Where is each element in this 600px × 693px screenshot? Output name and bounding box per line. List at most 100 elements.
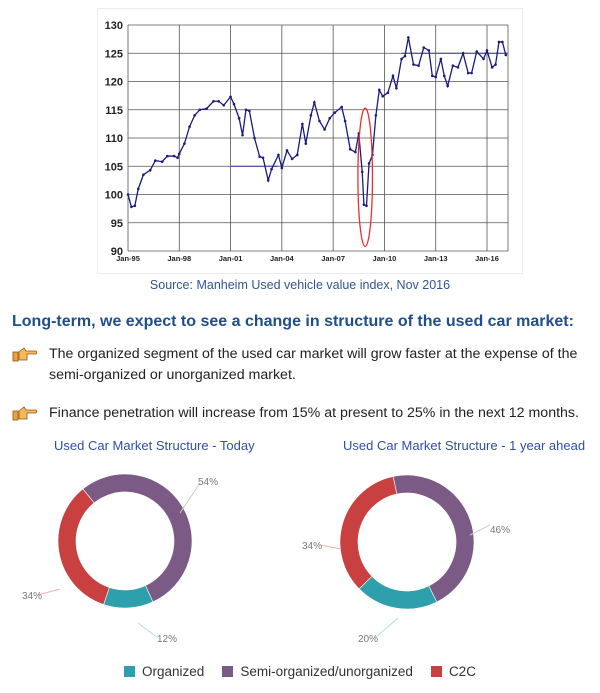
data-point <box>348 148 352 151</box>
data-point <box>205 107 208 110</box>
donut-slice-c2c <box>57 488 110 605</box>
donut-slice-semi-organized-unorganized <box>392 474 475 603</box>
y-tick-label: 125 <box>105 48 123 60</box>
data-point <box>439 57 443 61</box>
data-point <box>290 157 294 161</box>
data-point <box>412 63 415 66</box>
data-point <box>386 91 390 95</box>
data-point <box>430 74 434 78</box>
data-point <box>313 101 316 104</box>
pie-label-organized-ahead: 20% <box>358 634 378 645</box>
data-point <box>504 53 508 57</box>
data-point <box>198 108 202 112</box>
data-point <box>475 50 479 53</box>
index-line <box>127 37 507 208</box>
data-point <box>126 193 130 196</box>
data-point <box>133 204 137 208</box>
data-point <box>244 108 248 112</box>
y-tick-label: 105 <box>105 161 123 173</box>
data-point <box>130 205 133 209</box>
legend-item-c2c: C2C <box>430 664 476 679</box>
donut-charts: 54% 12% 34% 46% 20% 34% <box>22 473 510 645</box>
data-point <box>417 64 420 67</box>
pie-label-semi-ahead: 46% <box>490 525 510 536</box>
donut-slice-c2c <box>339 476 398 590</box>
x-tick-label: Jan-04 <box>270 254 295 263</box>
data-point <box>400 57 403 61</box>
legend-item-organized: Organized <box>124 664 204 679</box>
data-point <box>466 71 470 75</box>
pie-label-c2c-today: 34% <box>22 591 42 602</box>
data-point <box>270 167 273 171</box>
data-point <box>343 119 347 123</box>
y-tick-label: 110 <box>105 133 123 145</box>
data-point <box>434 75 438 79</box>
data-point <box>193 114 196 117</box>
pointing-hand-icon <box>12 347 38 362</box>
data-point <box>295 153 299 157</box>
data-point <box>148 168 152 172</box>
data-point <box>501 40 504 44</box>
data-point <box>237 116 241 120</box>
pie-title-today: Used Car Market Structure - Today <box>54 438 255 453</box>
data-point <box>360 170 364 174</box>
legend-swatch <box>222 666 234 677</box>
data-point <box>285 149 289 152</box>
data-point <box>391 74 395 78</box>
x-tick-label: Jan-98 <box>167 254 191 263</box>
y-tick-label: 120 <box>105 77 123 89</box>
bullet-text: The organized segment of the used car ma… <box>49 346 578 383</box>
x-tick-label: Jan-16 <box>475 254 499 263</box>
data-point <box>172 154 176 158</box>
line-chart: 90 95 100 105 110 115 120 125 130 Jan-95 Jan-98 Jan… <box>105 20 509 263</box>
highlight-ellipse <box>357 107 374 248</box>
data-point <box>142 173 145 177</box>
line-chart-frame <box>97 8 523 274</box>
data-point <box>482 57 485 61</box>
data-point <box>381 94 385 98</box>
data-point <box>261 156 265 160</box>
y-tick-label: 95 <box>111 218 123 230</box>
data-point <box>362 203 366 206</box>
y-tick-label: 115 <box>105 105 123 117</box>
legend-swatch <box>430 666 442 677</box>
pie-label-organized-today: 12% <box>157 634 177 645</box>
data-point <box>367 162 371 165</box>
data-point <box>301 122 304 126</box>
data-point <box>232 102 236 106</box>
donut-slice-organized <box>103 585 154 609</box>
data-point <box>365 204 368 208</box>
legend-swatch <box>124 666 136 677</box>
data-point <box>258 155 261 158</box>
donut-slice-organized <box>358 575 438 610</box>
legend-item-semi-organized: Semi-organized/unorganized <box>222 664 413 679</box>
legend-label: C2C <box>448 664 476 679</box>
data-point <box>160 160 164 164</box>
leader-line <box>374 617 399 639</box>
data-point <box>222 103 226 107</box>
pie-label-semi-today: 54% <box>198 477 218 488</box>
leader-line <box>37 588 61 596</box>
y-tick-label: 130 <box>105 20 123 32</box>
x-tick-label: Jan-01 <box>219 254 243 263</box>
data-point <box>217 99 220 103</box>
data-point <box>166 154 169 158</box>
pie-title-1-year-ahead: Used Car Market Structure - 1 year ahead <box>343 438 586 453</box>
data-point <box>328 116 332 120</box>
data-point <box>229 95 232 99</box>
data-point <box>442 74 446 78</box>
data-point <box>136 187 140 191</box>
data-point <box>323 128 326 131</box>
data-point <box>374 114 378 117</box>
data-point <box>490 66 494 69</box>
data-point <box>378 88 381 92</box>
data-point <box>177 152 181 156</box>
pointing-hand-icon <box>12 406 38 421</box>
y-tick-label: 90 <box>111 246 123 258</box>
data-point <box>280 166 284 170</box>
data-point <box>446 84 449 88</box>
data-point <box>403 54 407 58</box>
data-point <box>266 179 270 182</box>
x-tick-label: Jan-95 <box>116 254 140 263</box>
donut-slice-semi-organized-unorganized <box>82 473 193 603</box>
